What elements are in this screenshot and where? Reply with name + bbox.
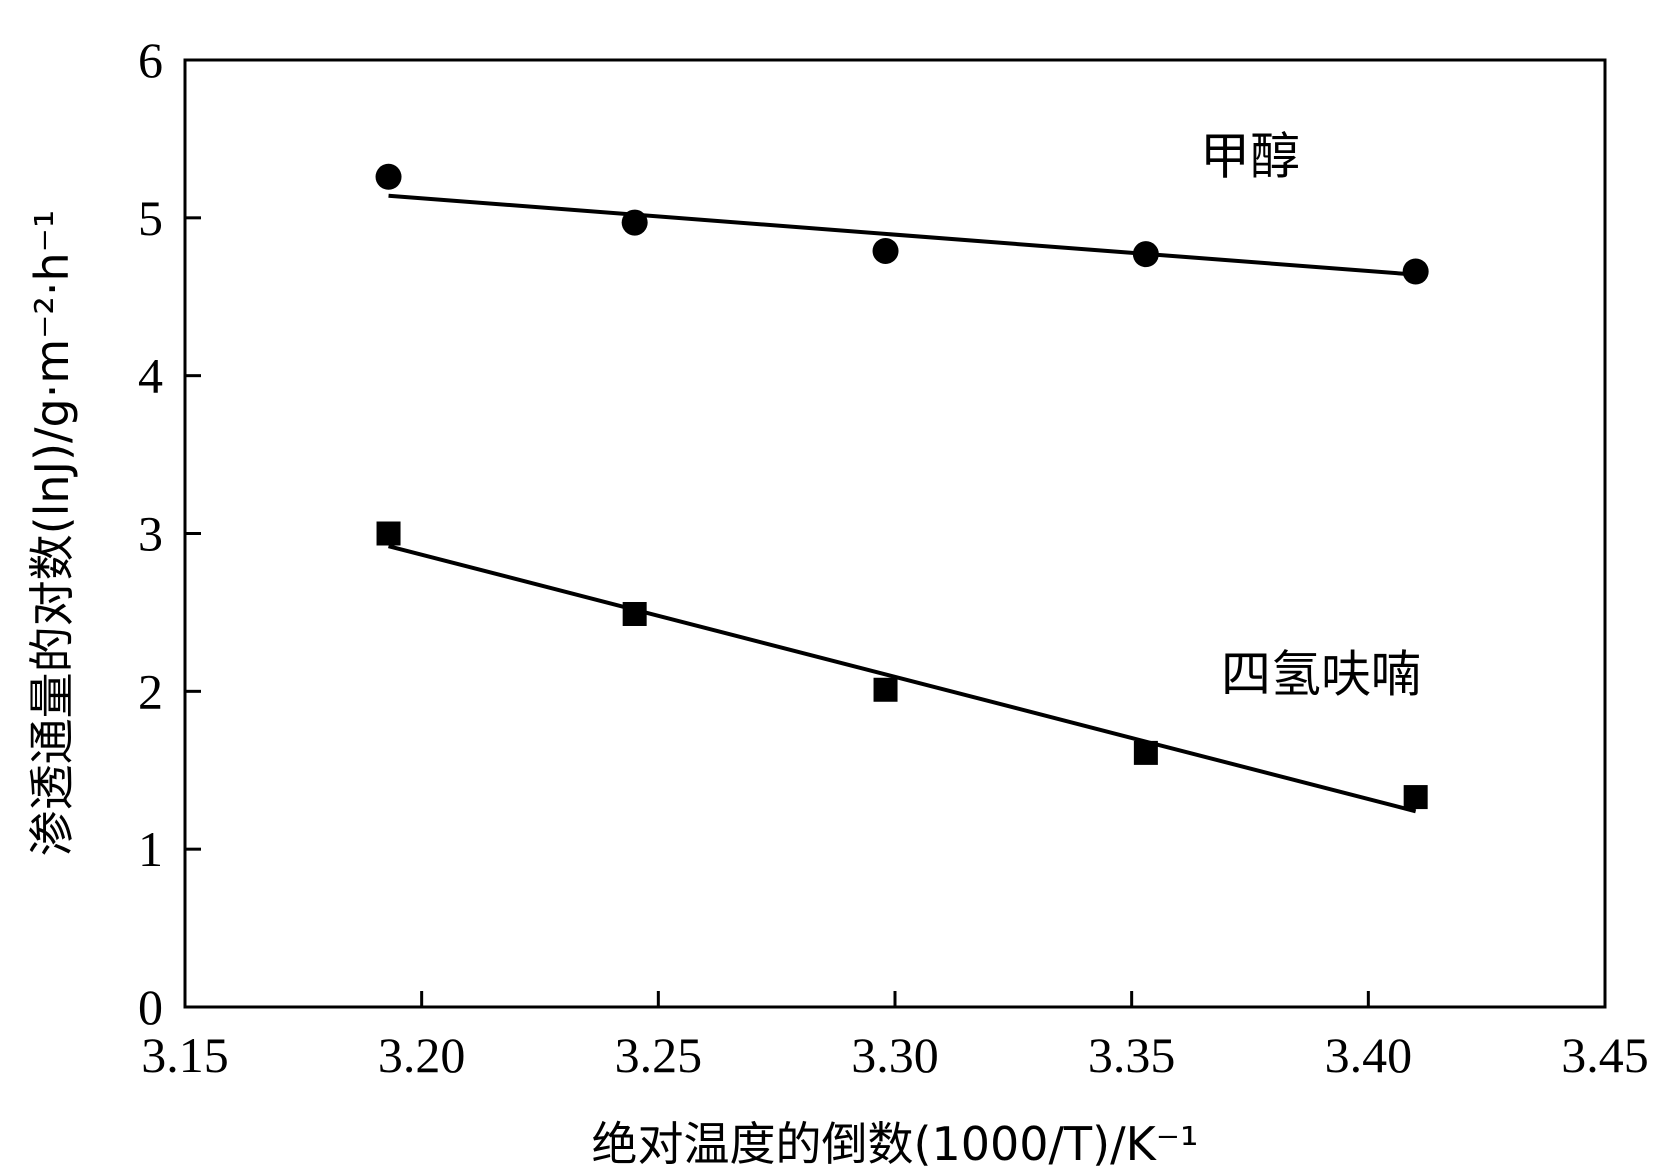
data-point-square — [622, 601, 647, 626]
y-tick-label: 2 — [138, 663, 163, 719]
x-tick-label: 3.15 — [141, 1027, 229, 1083]
data-point-circle — [1132, 241, 1159, 268]
series-label: 四氢呋喃 — [1221, 645, 1421, 703]
x-tick-label: 3.20 — [378, 1027, 466, 1083]
x-tick-label: 3.35 — [1088, 1027, 1176, 1083]
y-tick-label: 3 — [138, 506, 163, 562]
x-tick-label: 3.45 — [1561, 1027, 1649, 1083]
fit-lines — [388, 193, 1417, 814]
data-point-square — [376, 521, 401, 546]
x-tick-label: 3.25 — [615, 1027, 703, 1083]
data-points — [375, 163, 1429, 810]
y-tick-label: 5 — [138, 190, 163, 246]
y-tick-label: 0 — [138, 979, 163, 1035]
data-point-circle — [1402, 258, 1429, 285]
x-tick-label: 3.30 — [851, 1027, 939, 1083]
axis-tick-labels: 3.15 3.20 3.25 3.30 3.35 3.40 3.45 0 1 2 3 4 5 6 — [138, 32, 1649, 1083]
fit-line — [388, 193, 1416, 277]
data-point-square — [1133, 740, 1158, 765]
axis-ticks — [183, 58, 1607, 1009]
fit-line — [388, 544, 1417, 814]
data-point-square — [1403, 785, 1428, 810]
data-point-circle — [872, 237, 899, 264]
series-label: 甲醇 — [1200, 128, 1300, 186]
y-tick-label: 4 — [138, 348, 163, 404]
data-point-circle — [621, 209, 648, 236]
x-tick-label: 3.40 — [1325, 1027, 1413, 1083]
y-axis-title: 渗透通量的对数(lnJ)/g·m⁻²·h⁻¹ — [25, 210, 79, 857]
y-tick-label: 1 — [138, 821, 163, 877]
y-tick-label: 6 — [138, 32, 163, 88]
data-point-circle — [375, 163, 402, 190]
x-axis-title: 绝对温度的倒数(1000/T)/K⁻¹ — [592, 1117, 1199, 1171]
data-point-square — [873, 677, 898, 702]
